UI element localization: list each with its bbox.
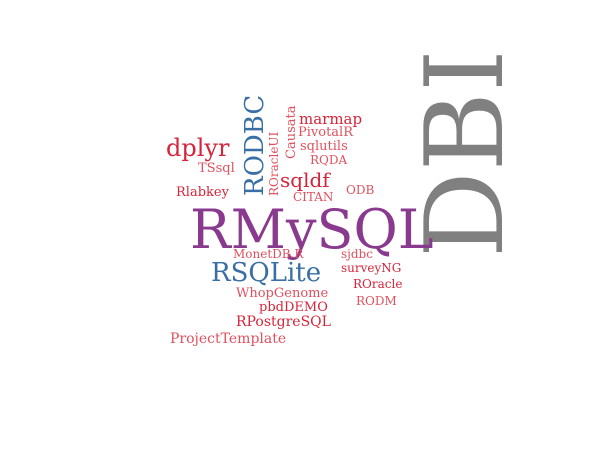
word-rqda: RQDA <box>310 153 348 167</box>
word-tssql: TSsql <box>198 161 235 176</box>
word-citan: CITAN <box>293 190 334 204</box>
word-pbddemo: pbdDEMO <box>259 300 328 315</box>
word-sjdbc: sjdbc <box>341 247 373 261</box>
word-causata: Causata <box>284 105 299 159</box>
word-roracleui: ROracleUI <box>267 131 281 196</box>
word-sqldf: sqldf <box>280 168 330 192</box>
word-rlabkey: Rlabkey <box>176 185 229 200</box>
word-rsqlite: RSQLite <box>211 258 322 288</box>
word-pivotalr: PivotalR <box>298 125 353 140</box>
word-marmap: marmap <box>299 110 363 128</box>
word-dplyr: dplyr <box>166 134 230 162</box>
word-sqlutils: sqlutils <box>300 139 348 154</box>
word-rpostgresql: RPostgreSQL <box>236 314 331 330</box>
word-rodbc: RODBC <box>240 94 270 196</box>
word-projecttemplate: ProjectTemplate <box>170 331 287 347</box>
word-roracle: ROracle <box>353 277 403 291</box>
word-monetdb-r: MonetDB.R <box>233 247 304 261</box>
word-surveyng: surveyNG <box>341 261 402 275</box>
word-odb: ODB <box>346 183 375 197</box>
word-rodm: RODM <box>356 294 397 308</box>
word-whopgenome: WhopGenome <box>236 286 329 301</box>
word-rmysql: RMySQL <box>190 198 434 261</box>
